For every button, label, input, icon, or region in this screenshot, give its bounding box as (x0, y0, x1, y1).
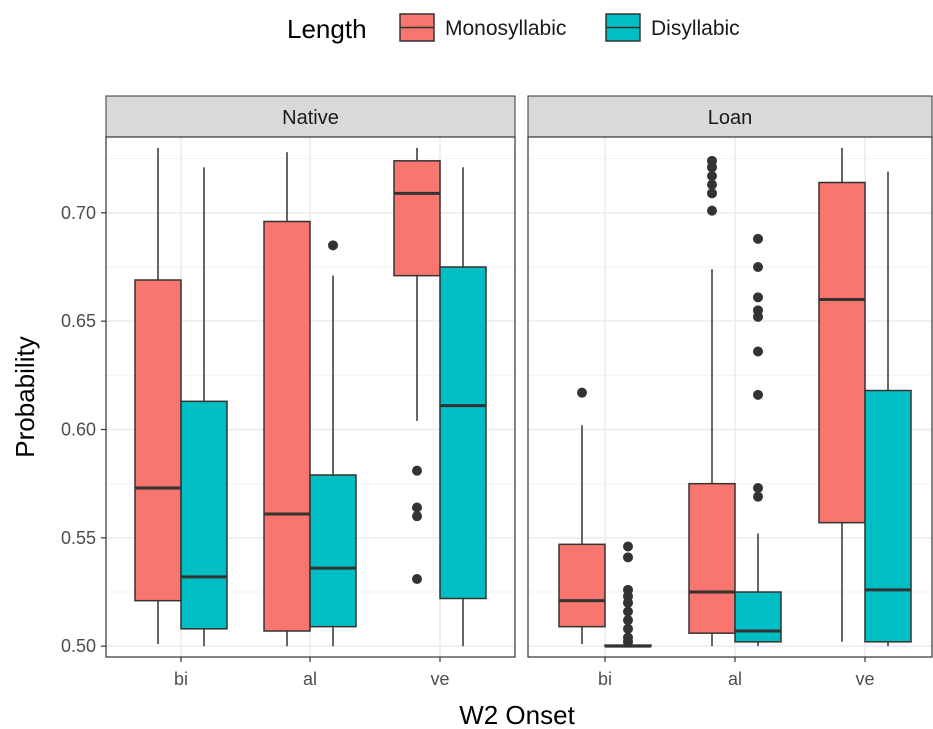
outlier-point (623, 552, 633, 563)
outlier-point (623, 615, 633, 626)
x-tick-label: bi (598, 669, 612, 689)
legend-title: Length (287, 14, 367, 44)
panel-border (527, 136, 933, 658)
outlier-point (623, 541, 633, 552)
outlier-point (412, 511, 422, 522)
strip-loan (527, 95, 933, 138)
outlier-point (753, 346, 763, 357)
y-tick-label: 0.65 (61, 311, 96, 331)
outlier-point (577, 387, 587, 398)
outlier-point (753, 483, 763, 493)
outlier-point (753, 233, 763, 244)
y-tick-label: 0.60 (61, 420, 96, 440)
legend-label-disyllabic: Disyllabic (651, 17, 740, 40)
outlier-point (753, 491, 763, 502)
outlier-point (753, 305, 763, 316)
outlier-point (707, 205, 717, 216)
box-disyllabic-bi (180, 400, 228, 630)
panel-loan: bi al ve (527, 136, 933, 689)
outlier-point (623, 597, 633, 608)
outlier-point (623, 623, 633, 634)
y-tick-label: 0.50 (61, 636, 96, 656)
strip-label-loan: Loan (708, 107, 753, 129)
y-tick-label: 0.55 (61, 528, 96, 548)
y-axis-title: Probability (10, 336, 40, 457)
x-axis-title: W2 Onset (459, 700, 575, 729)
outlier-point (412, 502, 422, 513)
box-monosyllabic-bi (134, 279, 182, 602)
box-disyllabic-ve (864, 389, 912, 643)
box-monosyllabic-bi (558, 543, 606, 628)
y-tick-label: 0.70 (61, 203, 96, 223)
outlier-point (412, 574, 422, 584)
outlier-point (412, 465, 422, 476)
legend: Length Monosyllabic Disyllabic (287, 13, 740, 44)
outlier-point (753, 262, 763, 272)
y-axis: 0.50 0.55 0.60 0.65 0.70 (61, 203, 106, 656)
panel-native: bi al ve (105, 136, 516, 689)
outlier-point (753, 389, 763, 400)
box-disyllabic-al (734, 591, 782, 643)
outlier-point (753, 292, 763, 303)
x-tick-label: ve (855, 669, 874, 689)
outlier-point (707, 188, 717, 199)
outlier-point (623, 636, 633, 647)
strip-native (105, 95, 516, 138)
x-tick-label: al (303, 669, 317, 689)
outlier-point (623, 606, 633, 617)
x-tick-label: ve (430, 669, 449, 689)
box-disyllabic-ve (439, 266, 487, 600)
outlier-point (328, 240, 338, 251)
x-tick-label: bi (174, 669, 188, 689)
outlier-point (707, 171, 717, 181)
box-monosyllabic-al (263, 220, 311, 632)
x-tick-label: al (728, 669, 742, 689)
outlier-point (707, 179, 717, 190)
box-monosyllabic-ve (818, 181, 866, 524)
legend-label-monosyllabic: Monosyllabic (445, 17, 566, 40)
strip-label-native: Native (282, 107, 339, 129)
box-monosyllabic-al (688, 482, 736, 634)
box-disyllabic-al (309, 474, 357, 628)
outlier-point (707, 155, 717, 166)
box-monosyllabic-ve (393, 160, 441, 277)
